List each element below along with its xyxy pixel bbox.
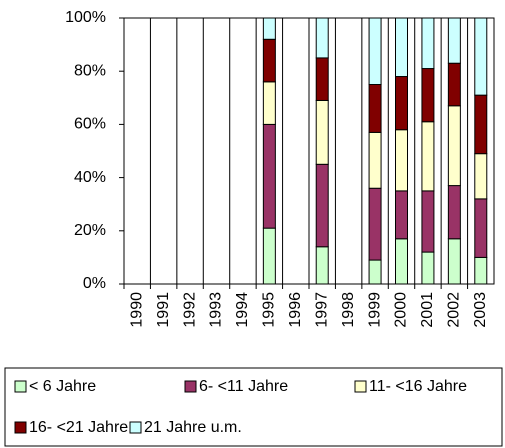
bar-segment [262,81,276,125]
bar-segment [262,17,276,40]
bar-segment [368,17,382,85]
legend-swatch [184,380,197,393]
legend-label: 16- <21 Jahre [29,419,128,436]
legend-swatch [14,421,27,434]
legend-swatch [129,421,142,434]
bar-segment [421,190,435,253]
bar-segment [368,131,382,189]
bar-segment [262,123,276,229]
x-tick-label: 2003 [472,292,489,328]
x-tick-label: 2000 [393,292,410,328]
bar-segment [395,76,408,131]
y-tick-label: 40% [74,169,106,186]
bar-segment [368,259,382,285]
bar-segment [368,84,382,133]
x-tick-label: 2002 [446,292,463,328]
bar-segment [447,185,461,240]
bar-segment [474,17,488,96]
bar-segment [447,105,461,187]
bar-segment [447,62,461,107]
bar-segment [421,251,435,285]
legend-swatch [354,380,367,393]
y-tick-label: 100% [65,9,106,26]
y-tick-label: 80% [74,62,106,79]
x-tick-label: 1993 [208,292,225,328]
bar-segment [421,121,435,192]
x-tick-label: 1990 [128,292,145,328]
y-tick-label: 20% [74,222,106,239]
bar-segment [474,256,488,285]
bar-segment [395,129,408,192]
x-tick-label: 1992 [181,292,198,328]
bar-segment [421,17,435,70]
bar-segment [474,153,488,200]
bar-segment [368,187,382,261]
y-tick-label: 0% [83,275,106,292]
x-tick-label: 1996 [287,292,304,328]
legend-label: 21 Jahre u.m. [144,419,242,436]
bar-segment [474,94,488,155]
bar-segment [474,198,488,258]
x-tick-label: 1998 [340,292,357,328]
legend-label: 6- <11 Jahre [199,378,288,395]
legend-label: 11- <16 Jahre [369,378,467,395]
bar-segment [447,17,461,64]
x-tick-label: 1997 [313,292,330,328]
bar-segment [395,238,408,285]
bar-segment [315,163,329,248]
bar-segment [447,238,461,285]
bar-segment [262,227,276,285]
x-tick-label: 1994 [234,292,251,328]
bar-segment [315,99,329,165]
bar-segment [315,17,329,59]
y-tick-label: 60% [74,116,106,133]
bar-segment [315,57,329,101]
bar-segment [262,38,276,83]
x-tick-label: 2001 [419,292,436,328]
legend-label: < 6 Jahre [29,378,96,395]
x-tick-label: 1999 [366,292,383,328]
legend-swatch [14,380,27,393]
legend-box [4,367,503,447]
bar-segment [395,190,408,240]
x-tick-label: 1995 [261,292,278,328]
bar-segment [395,17,408,78]
bar-segment [421,68,435,123]
x-tick-label: 1991 [155,292,172,328]
bar-segment [315,246,329,285]
